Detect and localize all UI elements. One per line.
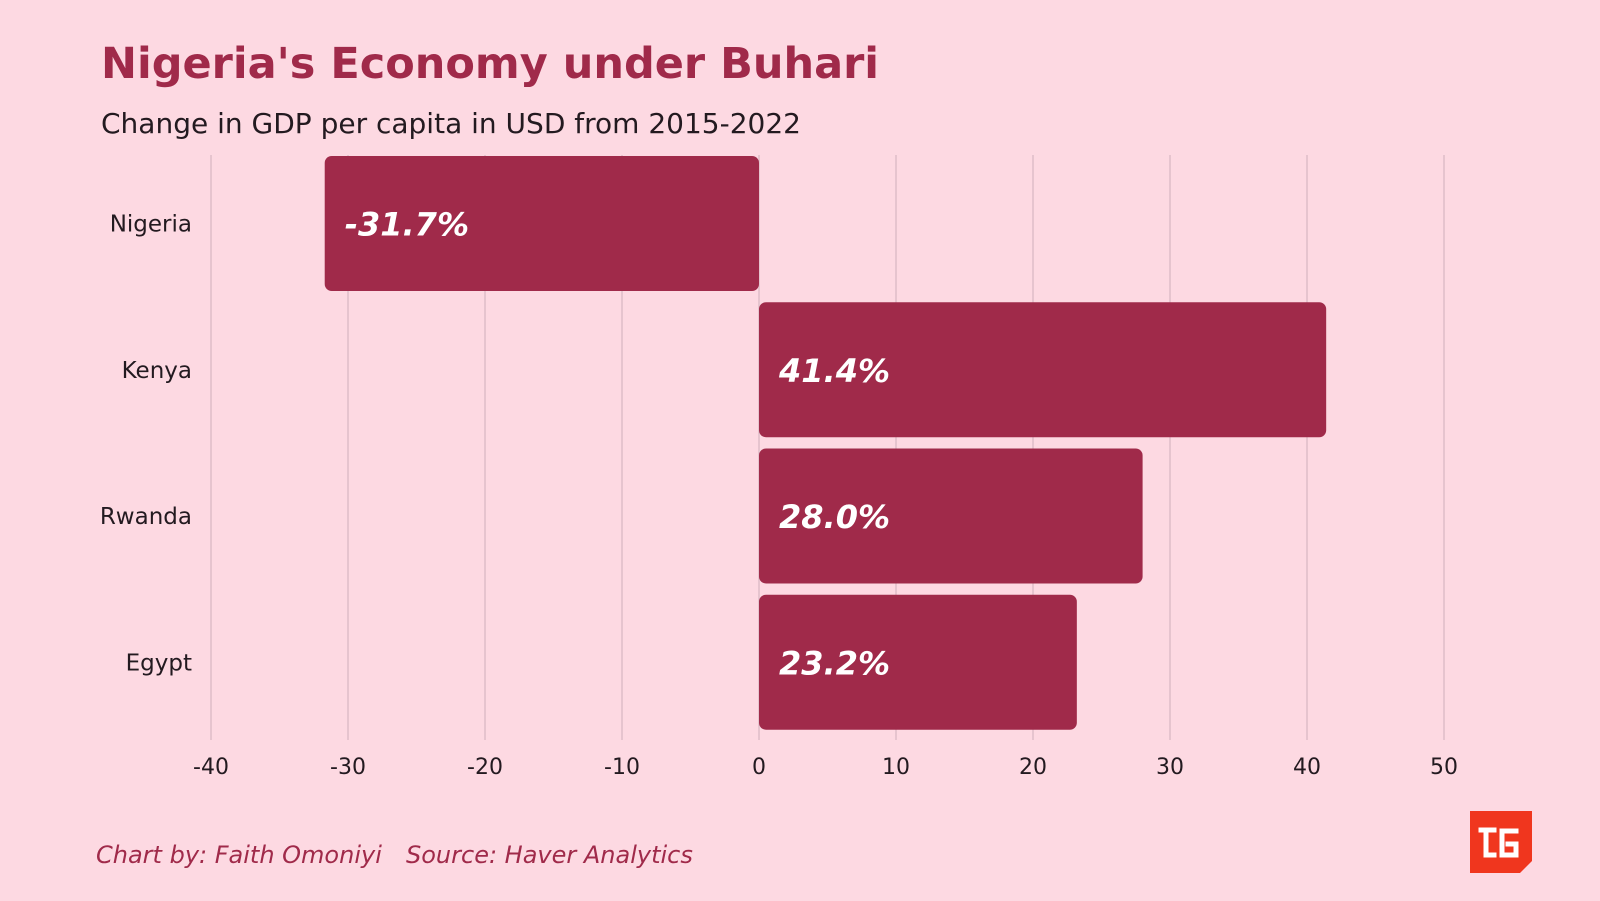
category-label: Egypt: [126, 650, 192, 676]
chart-credit: Chart by: Faith Omoniyi: [96, 841, 382, 869]
chart-subtitle: Change in GDP per capita in USD from 201…: [101, 107, 801, 140]
chart-source: Source: Haver Analytics: [406, 841, 693, 869]
x-tick-label: 10: [882, 755, 910, 780]
chart-title: Nigeria's Economy under Buhari: [101, 39, 880, 89]
data-label: 41.4%: [778, 352, 890, 390]
x-tick-label: -40: [193, 755, 229, 780]
bar: [324, 156, 759, 291]
bar: [759, 594, 1077, 730]
x-tick-label: 30: [1156, 755, 1184, 780]
bar: [759, 448, 1143, 584]
data-label: -31.7%: [345, 206, 469, 244]
category-label: Nigeria: [110, 212, 192, 238]
x-tick-label: 50: [1430, 755, 1458, 780]
x-tick-label: -20: [467, 755, 503, 780]
category-label: Rwanda: [100, 504, 192, 530]
x-tick-label: 0: [752, 755, 766, 780]
x-tick-label: 20: [1019, 755, 1047, 780]
x-tick-label: -30: [330, 755, 366, 780]
data-label: 23.2%: [779, 644, 890, 682]
category-label: Kenya: [122, 358, 192, 384]
bar: [759, 302, 1327, 438]
x-tick-label: 40: [1293, 755, 1321, 780]
x-tick-label: -10: [604, 755, 640, 780]
tc-logo-icon: [1470, 811, 1532, 873]
data-label: 28.0%: [779, 498, 890, 536]
